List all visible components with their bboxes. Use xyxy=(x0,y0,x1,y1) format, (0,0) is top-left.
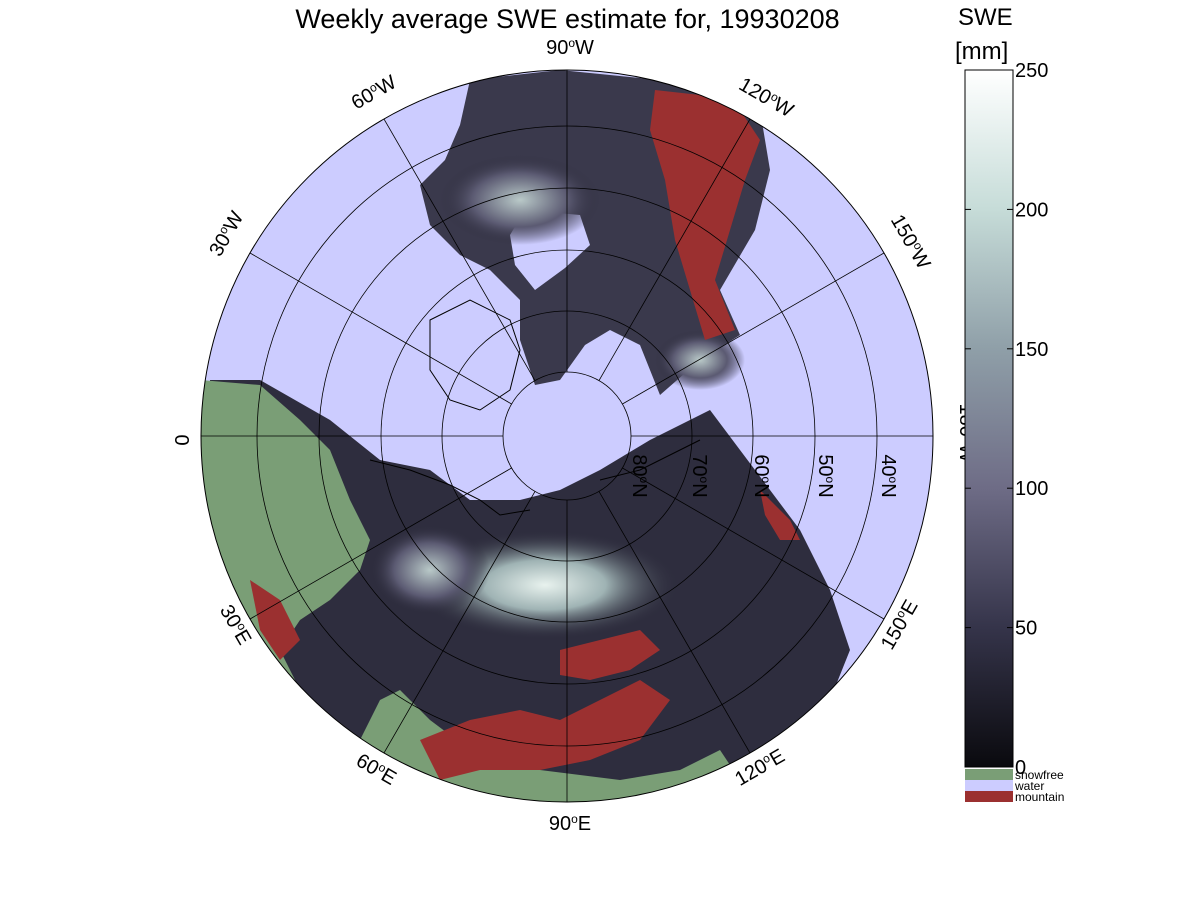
meridian-line xyxy=(383,491,536,754)
meridian-line xyxy=(249,467,512,620)
arctic-coast-outline xyxy=(369,439,701,516)
longitude-label: 0 xyxy=(170,434,192,445)
longitude-label: 60oW xyxy=(347,70,400,114)
asia-mountains-1 xyxy=(420,680,670,780)
meridian-line xyxy=(598,118,751,381)
greenland-outline xyxy=(429,299,521,411)
europe-snowfree xyxy=(201,380,740,802)
legend-label-snowfree: snowfree xyxy=(1015,768,1064,782)
colorbar-unit: [mm] xyxy=(955,38,1009,65)
meridian-line xyxy=(383,118,536,381)
colorbar-ticks: 0 50 100 150 200 250 xyxy=(965,60,1048,779)
asia-mountains-2 xyxy=(560,630,660,680)
colorbar-tick-label: 0 xyxy=(1015,757,1026,779)
rocky-mountains xyxy=(650,90,760,340)
colorbar-title: SWE xyxy=(958,4,1013,31)
kamchatka-mountains xyxy=(760,490,800,540)
legend-label-water: water xyxy=(1014,779,1044,793)
colorbar-tick-label: 50 xyxy=(1015,618,1037,640)
longitude-label: 150oW xyxy=(886,210,935,273)
meridian-line xyxy=(622,467,885,620)
canada-swe-mid xyxy=(440,155,600,245)
meridian-line xyxy=(622,252,885,405)
colorbar-tick-label: 200 xyxy=(1015,199,1048,221)
colorbar-gradient xyxy=(964,69,1014,768)
longitude-label: 90oW xyxy=(546,36,594,59)
colorbar-tick-label: 150 xyxy=(1015,339,1048,361)
longitude-label: 90oE xyxy=(549,812,591,835)
alaska-swe-mid xyxy=(655,330,745,390)
map-title: Weekly average SWE estimate for, 1993020… xyxy=(295,4,840,34)
latitude-labels: 80oN 70oN 60oN 50oN 40oN xyxy=(628,454,900,497)
meridian-line xyxy=(598,491,751,754)
meridian-line xyxy=(249,252,512,405)
legend-label-mountain: mountain xyxy=(1015,790,1064,804)
colorbar-tick-label: 100 xyxy=(1015,478,1048,500)
latitude-label: 80oN xyxy=(628,454,651,497)
eurasia-swe-mid xyxy=(370,525,490,615)
longitude-label: 30oW xyxy=(204,207,248,260)
longitude-label: 120oW xyxy=(735,73,798,122)
map-disk xyxy=(200,69,934,803)
latitude-label: 50oN xyxy=(814,454,837,497)
latitude-label: 60oN xyxy=(750,454,773,497)
europe-mountains xyxy=(250,580,300,660)
graticule xyxy=(201,70,933,802)
latitude-label: 40oN xyxy=(877,454,900,497)
map-border xyxy=(200,69,934,803)
legend-swatch-water xyxy=(965,780,1013,791)
legend-swatch-mountain xyxy=(965,791,1013,802)
legend-swatch-snowfree xyxy=(965,769,1013,780)
latitude-label: 70oN xyxy=(688,454,711,497)
colorbar-tick-label: 250 xyxy=(1015,60,1048,82)
